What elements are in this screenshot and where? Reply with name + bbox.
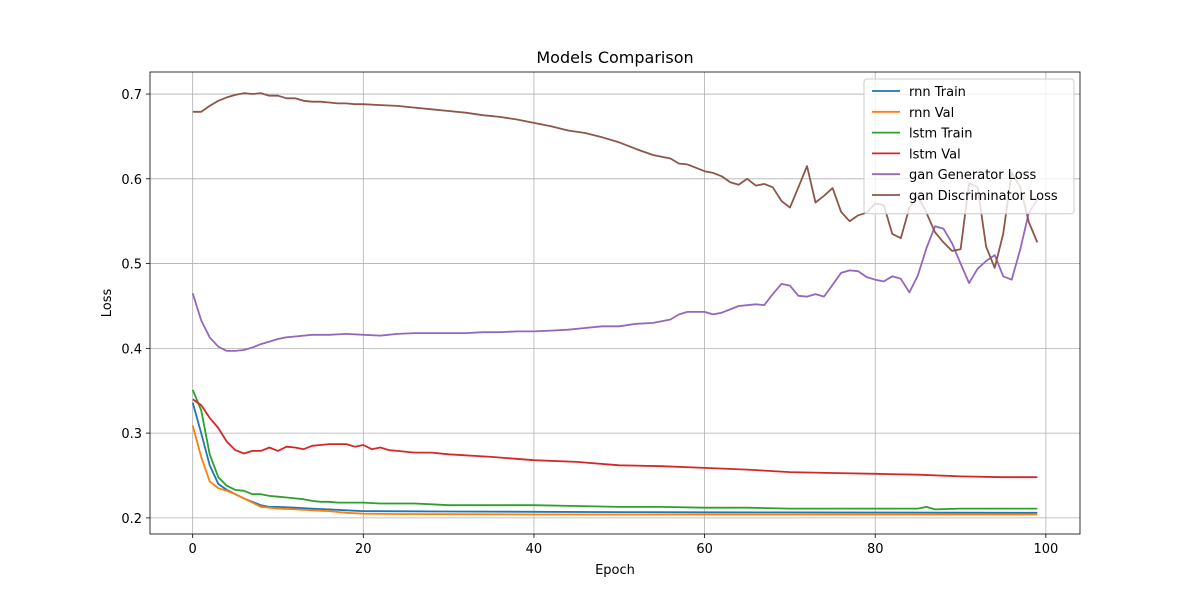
legend-label-lstm-train: lstm Train xyxy=(909,127,972,142)
legend-label-rnn-train: rnn Train xyxy=(909,85,966,100)
legend-label-rnn-val: rnn Val xyxy=(909,106,954,121)
y-tick-label: 0.6 xyxy=(121,173,142,188)
x-tick-label: 0 xyxy=(189,542,197,557)
legend-label-lstm-val: lstm Val xyxy=(909,147,961,162)
y-tick-label: 0.5 xyxy=(121,258,142,273)
y-tick-label: 0.2 xyxy=(121,512,142,527)
series-lines xyxy=(191,92,1039,516)
y-tick-label: 0.7 xyxy=(121,88,142,103)
axis-ticks: 0 20 40 60 80 100 0.2 0.3 0.4 0.5 0.6 0.7 xyxy=(121,88,1058,557)
x-axis-label: Epoch xyxy=(595,563,635,578)
legend: rnn Train rnn Val lstm Train lstm Val gan Ge… xyxy=(863,78,1075,215)
x-tick-label: 20 xyxy=(355,542,372,557)
series-line-gan-generator-loss xyxy=(191,199,1039,352)
series-line-lstm-val xyxy=(192,398,1038,479)
legend-label-gan-discriminator-loss: gan Discriminator Loss xyxy=(909,189,1058,204)
series-line-lstm-train xyxy=(191,389,1038,511)
series-line-rnn-val xyxy=(191,425,1038,516)
x-tick-label: 60 xyxy=(696,542,713,557)
y-tick-label: 0.3 xyxy=(121,427,142,442)
chart-title: Models Comparison xyxy=(536,48,693,67)
x-tick-label: 40 xyxy=(526,542,543,557)
y-axis-label: Loss xyxy=(100,289,115,318)
legend-label-gan-generator-loss: gan Generator Loss xyxy=(909,168,1036,183)
x-tick-label: 100 xyxy=(1033,542,1058,557)
y-tick-label: 0.4 xyxy=(121,342,142,357)
plot-frame xyxy=(149,71,1081,535)
x-tick-label: 80 xyxy=(867,542,884,557)
legend-box xyxy=(863,78,1075,215)
